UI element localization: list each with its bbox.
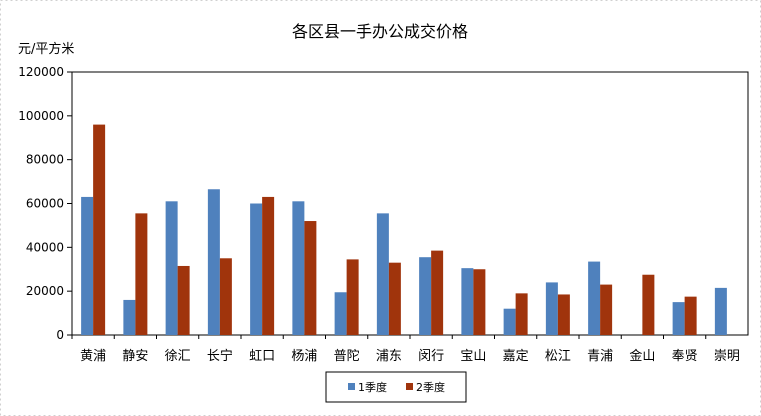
category-label: 静安: [122, 349, 148, 364]
bar-q1: [207, 189, 220, 335]
y-tick-label: 120000: [18, 65, 64, 79]
category-label: 杨浦: [291, 349, 317, 364]
bar-q1: [714, 287, 727, 335]
category-label: 宝山: [460, 349, 486, 364]
legend-swatch: [406, 383, 413, 390]
bar-q2: [262, 196, 275, 335]
category-label: 浦东: [376, 349, 402, 364]
bar-q2: [684, 296, 697, 335]
bar-q1: [81, 196, 94, 335]
category-label: 徐汇: [165, 349, 191, 364]
bar-q1: [503, 308, 516, 335]
bar-q1: [545, 282, 558, 335]
category-label: 普陀: [334, 348, 360, 364]
bar-q2: [135, 213, 148, 335]
bar-q2: [93, 124, 106, 335]
y-tick-label: 40000: [26, 240, 64, 254]
legend-label: 2季度: [416, 380, 445, 394]
category-label: 嘉定: [503, 349, 529, 364]
y-tick-label: 60000: [26, 197, 64, 211]
bar-q1: [419, 257, 432, 335]
category-label: 闵行: [418, 349, 444, 364]
category-label: 松江: [545, 349, 571, 364]
y-tick-label: 0: [56, 328, 64, 342]
bar-q2: [219, 258, 232, 335]
bar-q2: [473, 269, 486, 335]
bar-q2: [177, 265, 190, 335]
category-label: 长宁: [207, 348, 233, 364]
bar-q1: [334, 292, 347, 335]
category-label: 金山: [629, 348, 655, 364]
x-axis: 黄浦 静安 徐汇 长宁 虹口 杨浦 普陀 浦东 闵行 宝山 嘉定 松江 青浦 金山 奉贤 崇明: [71, 335, 740, 364]
bar-q2: [642, 274, 655, 335]
bar-q1: [123, 299, 136, 335]
y-tick-label: 80000: [26, 153, 64, 167]
category-label: 崇明: [714, 349, 740, 364]
bar-q2: [304, 221, 317, 335]
y-axis: 0 20000 40000 60000 80000 100000 120000: [18, 65, 72, 342]
category-label: 青浦: [587, 349, 613, 364]
category-label: 奉贤: [672, 349, 698, 364]
bars: [81, 124, 727, 335]
legend: 1季度 2季度: [325, 371, 467, 403]
category-label: 黄浦: [80, 349, 106, 364]
bar-q2: [346, 259, 359, 335]
bar-q1: [165, 201, 178, 335]
bar-q1: [376, 213, 389, 335]
bar-q1: [461, 268, 474, 335]
y-axis-unit-label: 元/平方米: [18, 41, 74, 57]
chart-title: 各区县一手办公成交价格: [292, 22, 468, 41]
bar-q1: [292, 201, 305, 335]
bar-q1: [672, 302, 685, 335]
bar-q2: [431, 250, 444, 335]
bar-q2: [515, 293, 528, 335]
legend-label: 1季度: [358, 380, 387, 394]
legend-box: [325, 371, 467, 403]
y-tick-label: 20000: [26, 284, 64, 298]
legend-swatch: [348, 383, 355, 390]
category-label: 虹口: [249, 349, 275, 364]
bar-q1: [588, 261, 601, 335]
bar-q1: [250, 203, 263, 335]
bar-q2: [388, 262, 401, 335]
bar-q2: [600, 284, 613, 335]
y-tick-label: 100000: [18, 109, 64, 123]
bar-q2: [557, 294, 570, 335]
